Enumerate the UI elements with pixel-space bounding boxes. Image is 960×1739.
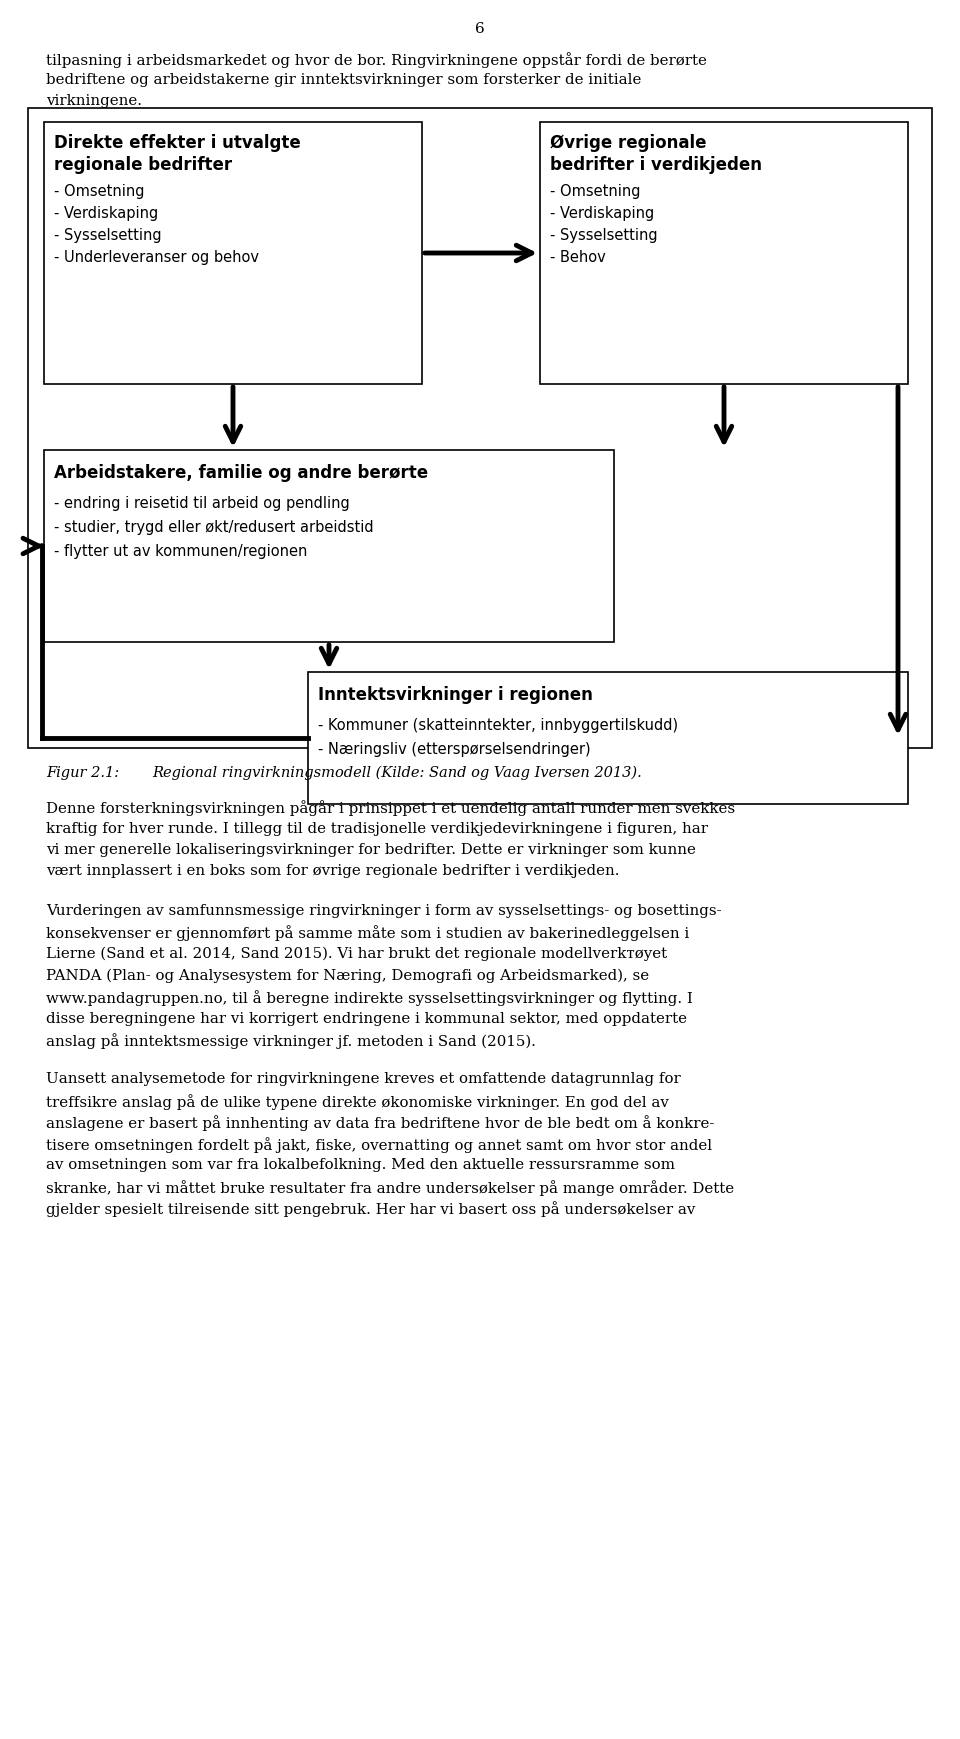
Text: Regional ringvirkningsmodell (Kilde: Sand og Vaag Iversen 2013).: Regional ringvirkningsmodell (Kilde: San… [152, 765, 641, 781]
Text: virkningene.: virkningene. [46, 94, 142, 108]
Text: regionale bedrifter: regionale bedrifter [54, 157, 232, 174]
Text: anslag på inntektsmessige virkninger jf. metoden i Sand (2015).: anslag på inntektsmessige virkninger jf.… [46, 1033, 536, 1049]
Text: Uansett analysemetode for ringvirkningene kreves et omfattende datagrunnlag for: Uansett analysemetode for ringvirkningen… [46, 1073, 681, 1087]
Text: - Verdiskaping: - Verdiskaping [54, 205, 158, 221]
Text: - Omsetning: - Omsetning [54, 184, 145, 198]
Bar [44, 450, 614, 642]
Bar [308, 671, 908, 803]
Text: kraftig for hver runde. I tillegg til de tradisjonelle verdikjedevirkningene i f: kraftig for hver runde. I tillegg til de… [46, 821, 708, 835]
Bar [28, 108, 932, 748]
Text: gjelder spesielt tilreisende sitt pengebruk. Her har vi basert oss på undersøkel: gjelder spesielt tilreisende sitt pengeb… [46, 1202, 695, 1217]
Text: PANDA (Plan- og Analysesystem for Næring, Demografi og Arbeidsmarked), se: PANDA (Plan- og Analysesystem for Næring… [46, 969, 649, 983]
Text: vært innplassert i en boks som for øvrige regionale bedrifter i verdikjeden.: vært innplassert i en boks som for øvrig… [46, 864, 619, 878]
Text: Vurderingen av samfunnsmessige ringvirkninger i form av sysselsettings- og boset: Vurderingen av samfunnsmessige ringvirkn… [46, 904, 722, 918]
Text: av omsetningen som var fra lokalbefolkning. Med den aktuelle ressursramme som: av omsetningen som var fra lokalbefolkni… [46, 1158, 675, 1172]
Text: - endring i reisetid til arbeid og pendling: - endring i reisetid til arbeid og pendl… [54, 496, 349, 511]
Text: vi mer generelle lokaliseringsvirkninger for bedrifter. Dette er virkninger som : vi mer generelle lokaliseringsvirkninger… [46, 843, 696, 857]
Text: 6: 6 [475, 23, 485, 37]
Text: Øvrige regionale: Øvrige regionale [550, 134, 707, 151]
Text: Denne forsterkningsvirkningen pågår i prinsippet i et uendelig antall runder men: Denne forsterkningsvirkningen pågår i pr… [46, 800, 735, 816]
Text: anslagene er basert på innhenting av data fra bedriftene hvor de ble bedt om å k: anslagene er basert på innhenting av dat… [46, 1115, 714, 1132]
Text: Arbeidstakere, familie og andre berørte: Arbeidstakere, familie og andre berørte [54, 464, 428, 482]
Text: bedrifter i verdikjeden: bedrifter i verdikjeden [550, 157, 762, 174]
Text: tilpasning i arbeidsmarkedet og hvor de bor. Ringvirkningene oppstår fordi de be: tilpasning i arbeidsmarkedet og hvor de … [46, 52, 707, 68]
Text: - Næringsliv (etterspørselsendringer): - Næringsliv (etterspørselsendringer) [318, 743, 590, 756]
Text: - Underleveranser og behov: - Underleveranser og behov [54, 250, 259, 264]
Text: Figur 2.1:: Figur 2.1: [46, 765, 119, 781]
Text: konsekvenser er gjennomført på samme måte som i studien av bakerinedleggelsen i: konsekvenser er gjennomført på samme måt… [46, 925, 689, 941]
Text: Lierne (Sand et al. 2014, Sand 2015). Vi har brukt det regionale modellverkтøyet: Lierne (Sand et al. 2014, Sand 2015). Vi… [46, 948, 667, 962]
Text: - Sysselsetting: - Sysselsetting [54, 228, 161, 243]
Text: - Verdiskaping: - Verdiskaping [550, 205, 655, 221]
Bar [44, 122, 422, 384]
Text: - flytter ut av kommunen/regionen: - flytter ut av kommunen/regionen [54, 544, 307, 558]
Text: - studier, trygd eller økt/redusert arbeidstid: - studier, trygd eller økt/redusert arbe… [54, 520, 373, 536]
Text: treffsikre anslag på de ulike typene direkte økonomiske virkninger. En god del a: treffsikre anslag på de ulike typene dir… [46, 1094, 669, 1109]
Text: Inntektsvirkninger i regionen: Inntektsvirkninger i regionen [318, 685, 593, 704]
Text: skranke, har vi måttet bruke resultater fra andre undersøkelser på mange områder: skranke, har vi måttet bruke resultater … [46, 1181, 734, 1196]
Text: bedriftene og arbeidstakerne gir inntektsvirkninger som forsterker de initiale: bedriftene og arbeidstakerne gir inntekt… [46, 73, 641, 87]
Text: www.pandagruppen.no, til å beregne indirekte sysselsettingsvirkninger og flyttin: www.pandagruppen.no, til å beregne indir… [46, 989, 693, 1005]
Text: - Sysselsetting: - Sysselsetting [550, 228, 658, 243]
Bar [540, 122, 908, 384]
Text: Direkte effekter i utvalgte: Direkte effekter i utvalgte [54, 134, 300, 151]
Text: disse beregningene har vi korrigert endringene i kommunal sektor, med oppdaterte: disse beregningene har vi korrigert endr… [46, 1012, 687, 1026]
Text: - Kommuner (skatteinntekter, innbyggertilskudd): - Kommuner (skatteinntekter, innbyggerti… [318, 718, 678, 734]
Text: - Behov: - Behov [550, 250, 606, 264]
Text: - Omsetning: - Omsetning [550, 184, 640, 198]
Text: tisere omsetningen fordelt på jakt, fiske, overnatting og annet samt om hvor sto: tisere omsetningen fordelt på jakt, fisk… [46, 1137, 712, 1153]
